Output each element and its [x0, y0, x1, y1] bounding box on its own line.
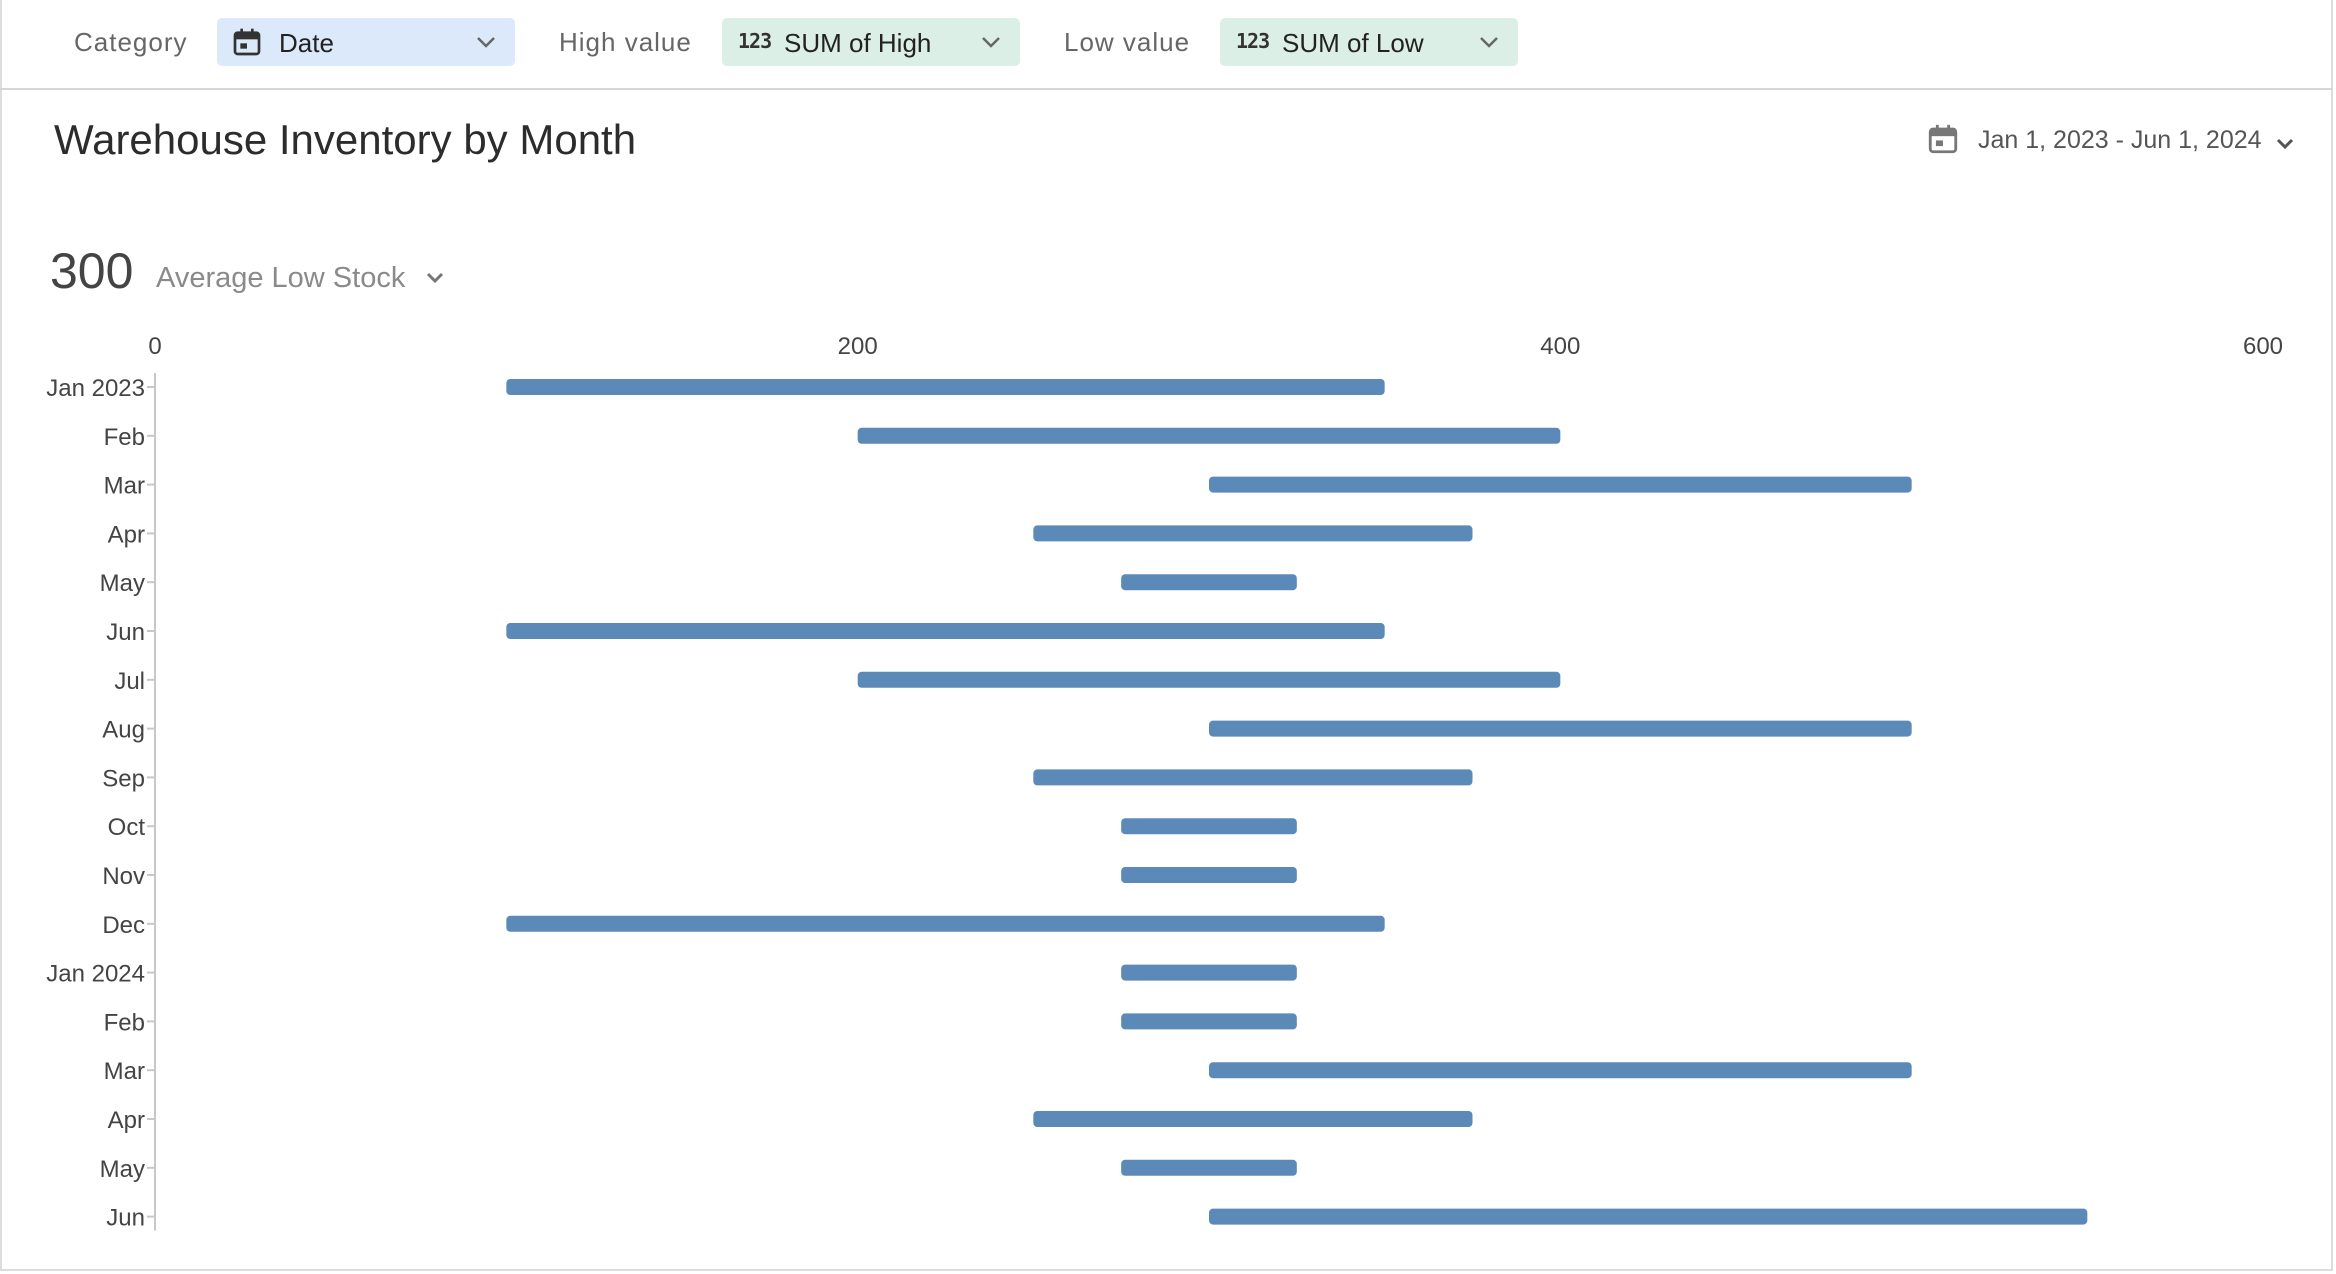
- range-bar[interactable]: [1121, 818, 1297, 835]
- low-value-field-value: SUM of Low: [1282, 28, 1424, 58]
- category-label: Category: [74, 27, 188, 57]
- x-tick-label: 400: [1540, 333, 1580, 360]
- range-bar[interactable]: [1121, 867, 1297, 883]
- metric-label: Average Low Stock: [156, 262, 406, 294]
- range-bar[interactable]: [1033, 1111, 1473, 1127]
- y-tick-label: May: [100, 570, 145, 597]
- y-tick-label: Jan 2023: [46, 375, 145, 402]
- range-bar-chart: 0 200 400 600 Jan 2023 Feb Mar Apr May Jun Jul Aug S…: [46, 333, 2283, 1232]
- x-tick-label: 200: [838, 333, 878, 360]
- y-tick-label: Mar: [104, 1058, 145, 1085]
- chart-title: Warehouse Inventory by Month: [54, 116, 637, 163]
- range-bar[interactable]: [1209, 476, 1912, 493]
- y-tick-label: Nov: [102, 863, 145, 890]
- category-field-select[interactable]: Date: [217, 18, 515, 66]
- y-tick-label: Jun: [106, 619, 145, 646]
- chevron-down-icon[interactable]: [1478, 32, 1500, 57]
- range-bar[interactable]: [1209, 720, 1912, 737]
- low-value-field-select[interactable]: 123 SUM of Low: [1220, 18, 1518, 66]
- number-type-icon: 123: [738, 29, 772, 53]
- category-field-value: Date: [279, 28, 334, 58]
- range-bar[interactable]: [1209, 1208, 2088, 1225]
- range-bar[interactable]: [857, 671, 1561, 688]
- y-tick-label: Jan 2024: [46, 961, 145, 988]
- high-value-field-select[interactable]: 123 SUM of High: [722, 18, 1020, 66]
- range-bar[interactable]: [1121, 1159, 1297, 1176]
- range-bar[interactable]: [1033, 525, 1473, 542]
- y-tick-label: Aug: [102, 717, 145, 744]
- y-tick-label: Jun: [106, 1205, 145, 1232]
- range-bar[interactable]: [857, 427, 1561, 444]
- y-tick-label: Jul: [114, 668, 145, 695]
- low-value-label: Low value: [1064, 27, 1191, 57]
- field-toolbar: Category Date High value 123 SUM of High…: [0, 0, 2333, 90]
- date-range-picker[interactable]: Jan 1, 2023 - Jun 1, 2024: [1926, 120, 2296, 160]
- y-tick-label: Feb: [104, 424, 145, 451]
- y-tick-label: Apr: [108, 1107, 145, 1134]
- x-tick-label: 600: [2243, 333, 2283, 360]
- y-tick-label: Dec: [102, 912, 145, 939]
- chevron-down-icon[interactable]: [980, 32, 1002, 57]
- calendar-icon: [1926, 122, 1960, 161]
- range-bar[interactable]: [1121, 1013, 1297, 1030]
- chevron-down-icon[interactable]: [2274, 134, 2296, 159]
- y-tick-label: May: [100, 1156, 145, 1183]
- y-tick-label: Apr: [108, 521, 145, 548]
- y-tick-label: Oct: [108, 814, 146, 841]
- chevron-down-icon[interactable]: [475, 32, 497, 57]
- chevron-down-icon[interactable]: [424, 268, 446, 293]
- range-bar[interactable]: [1209, 1062, 1912, 1079]
- range-bar[interactable]: [506, 379, 1385, 395]
- high-value-field-value: SUM of High: [784, 28, 932, 58]
- range-bar[interactable]: [506, 623, 1385, 639]
- y-tick-label: Sep: [102, 765, 145, 792]
- high-value-label: High value: [559, 27, 692, 57]
- range-bar[interactable]: [1121, 964, 1297, 981]
- range-bar[interactable]: [1121, 574, 1297, 591]
- range-bar[interactable]: [1033, 769, 1473, 786]
- number-type-icon: 123: [1236, 29, 1270, 53]
- range-bar[interactable]: [506, 915, 1385, 932]
- y-tick-label: Feb: [104, 1009, 145, 1036]
- calendar-icon: [231, 26, 263, 63]
- y-tick-label: Mar: [104, 473, 145, 500]
- date-range-value: Jan 1, 2023 - Jun 1, 2024: [1978, 126, 2262, 154]
- x-tick-label: 0: [148, 333, 161, 360]
- metric-value: 300: [50, 243, 134, 299]
